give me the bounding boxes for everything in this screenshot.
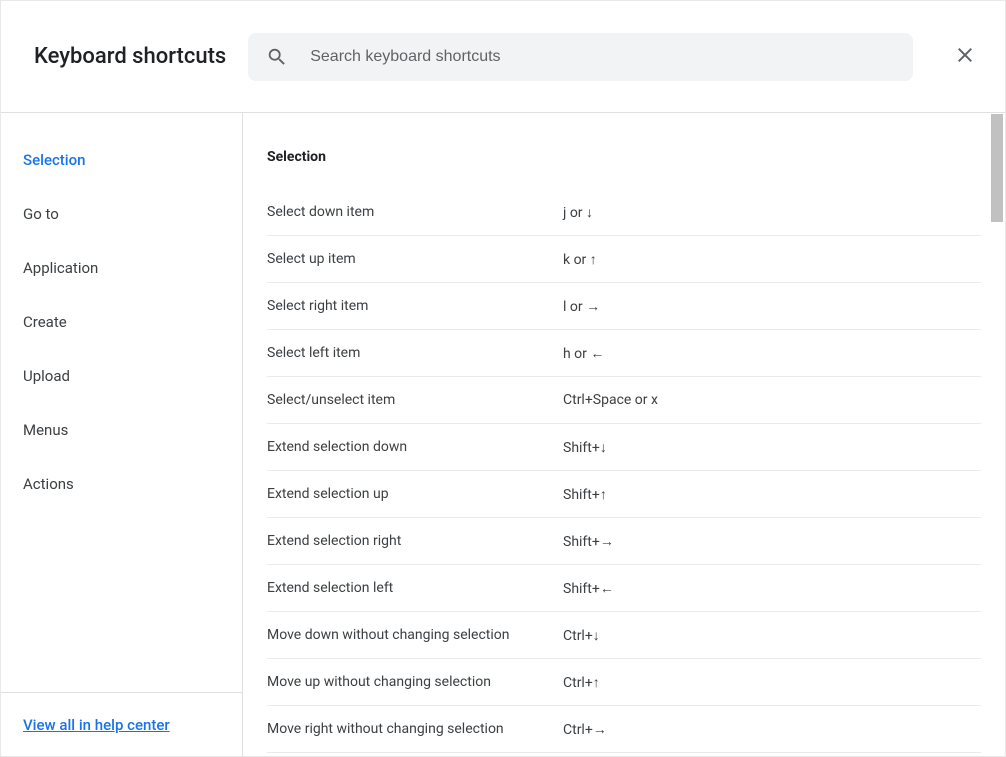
shortcut-row: Select left item h or ← (267, 330, 981, 377)
search-icon (266, 46, 288, 68)
shortcut-description: Move up without changing selection (267, 674, 563, 690)
shortcut-description: Move right without changing selection (267, 721, 563, 737)
shortcut-description: Extend selection left (267, 580, 563, 596)
shortcut-keys: l or → (563, 298, 981, 315)
sidebar-items: Selection Go to Application Create Uploa… (1, 133, 242, 692)
shortcut-description: Select left item (267, 345, 563, 361)
shortcut-row: Extend selection down Shift+↓ (267, 424, 981, 471)
sidebar-item-selection[interactable]: Selection (1, 133, 242, 187)
shortcut-keys: Shift+↓ (563, 439, 981, 456)
shortcut-row: Select up item k or ↑ (267, 236, 981, 283)
search-container[interactable] (248, 33, 913, 81)
sidebar-item-label: Go to (23, 205, 59, 223)
shortcut-row: Extend selection up Shift+↑ (267, 471, 981, 518)
sidebar-item-label: Selection (23, 151, 85, 169)
sidebar-item-create[interactable]: Create (1, 295, 242, 349)
dialog-body: Selection Go to Application Create Uploa… (1, 113, 1005, 756)
shortcut-row: Extend selection left Shift+← (267, 565, 981, 612)
shortcut-keys: Ctrl+↑ (563, 674, 981, 691)
shortcut-description: Extend selection down (267, 439, 563, 455)
shortcut-keys: k or ↑ (563, 251, 981, 268)
sidebar-item-menus[interactable]: Menus (1, 403, 242, 457)
shortcut-description: Select up item (267, 251, 563, 267)
shortcut-keys: h or ← (563, 345, 981, 362)
sidebar-item-label: Application (23, 259, 98, 277)
shortcut-row: Select right item l or → (267, 283, 981, 330)
shortcut-row: Move down without changing selection Ctr… (267, 612, 981, 659)
sidebar-item-upload[interactable]: Upload (1, 349, 242, 403)
sidebar-footer: View all in help center (1, 692, 242, 756)
category-sidebar: Selection Go to Application Create Uploa… (1, 113, 243, 756)
sidebar-item-application[interactable]: Application (1, 241, 242, 295)
scrollbar-thumb[interactable] (991, 114, 1003, 222)
shortcut-row: Extend selection right Shift+→ (267, 518, 981, 565)
shortcut-keys: Ctrl+→ (563, 721, 981, 738)
shortcut-keys: j or ↓ (563, 204, 981, 221)
shortcut-keys: Shift+→ (563, 533, 981, 550)
shortcut-description: Extend selection right (267, 533, 563, 549)
shortcut-description: Select down item (267, 204, 563, 220)
shortcut-row: Move right without changing selection Ct… (267, 706, 981, 753)
shortcut-description: Select right item (267, 298, 563, 314)
shortcut-keys: Ctrl+↓ (563, 627, 981, 644)
shortcut-description: Select/unselect item (267, 392, 563, 408)
shortcut-description: Move down without changing selection (267, 627, 563, 643)
sidebar-item-label: Menus (23, 421, 68, 439)
sidebar-item-goto[interactable]: Go to (1, 187, 242, 241)
dialog-title: Keyboard shortcuts (34, 44, 226, 69)
sidebar-item-label: Actions (23, 475, 74, 493)
close-button[interactable] (945, 37, 985, 77)
shortcut-keys: Ctrl+Space or x (563, 392, 981, 408)
shortcut-description: Extend selection up (267, 486, 563, 502)
search-input[interactable] (310, 48, 895, 66)
close-icon (953, 43, 977, 71)
dialog-header: Keyboard shortcuts (1, 1, 1005, 113)
sidebar-item-label: Create (23, 313, 67, 331)
section-title: Selection (267, 149, 981, 165)
shortcut-row: Move up without changing selection Ctrl+… (267, 659, 981, 706)
sidebar-item-actions[interactable]: Actions (1, 457, 242, 511)
shortcut-keys: Shift+↑ (563, 486, 981, 503)
shortcuts-panel: Selection Select down item j or ↓ Select… (243, 113, 1005, 756)
shortcut-row: Select down item j or ↓ (267, 189, 981, 236)
help-center-link[interactable]: View all in help center (23, 716, 170, 734)
scrollbar-track[interactable] (989, 114, 1005, 756)
shortcut-row: Select/unselect item Ctrl+Space or x (267, 377, 981, 424)
sidebar-item-label: Upload (23, 367, 70, 385)
shortcut-keys: Shift+← (563, 580, 981, 597)
